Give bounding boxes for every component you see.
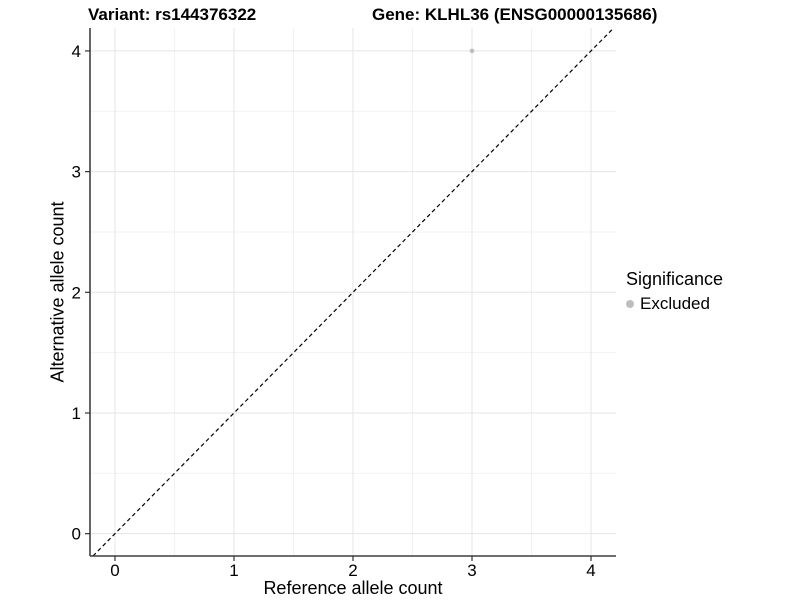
- x-tick-label: 3: [467, 561, 476, 580]
- data-point: [469, 48, 475, 54]
- legend: Significance Excluded: [626, 269, 723, 314]
- y-axis-title: Alternative allele count: [47, 201, 68, 383]
- x-tick-label: 1: [229, 561, 238, 580]
- legend-item-label: Excluded: [640, 294, 710, 313]
- y-tick-label: 2: [72, 283, 81, 302]
- legend-title: Significance: [626, 269, 724, 289]
- x-tick-label: 0: [110, 561, 119, 580]
- y-tick-label: 3: [72, 163, 81, 182]
- y-tick-label: 4: [72, 42, 81, 61]
- excluded-point-icon: [626, 300, 634, 308]
- plot-title-gene: Gene: KLHL36 (ENSG00000135686): [372, 5, 658, 24]
- x-tick-label: 4: [586, 561, 595, 580]
- plot-title-variant: Variant: rs144376322: [88, 5, 257, 24]
- y-tick-label: 1: [72, 404, 81, 423]
- y-tick-label: 0: [72, 525, 81, 544]
- identity-reference-line: [92, 27, 615, 557]
- x-tick-label: 2: [348, 561, 357, 580]
- x-axis-title: Reference allele count: [263, 578, 443, 598]
- legend-item-excluded: Excluded: [626, 294, 723, 314]
